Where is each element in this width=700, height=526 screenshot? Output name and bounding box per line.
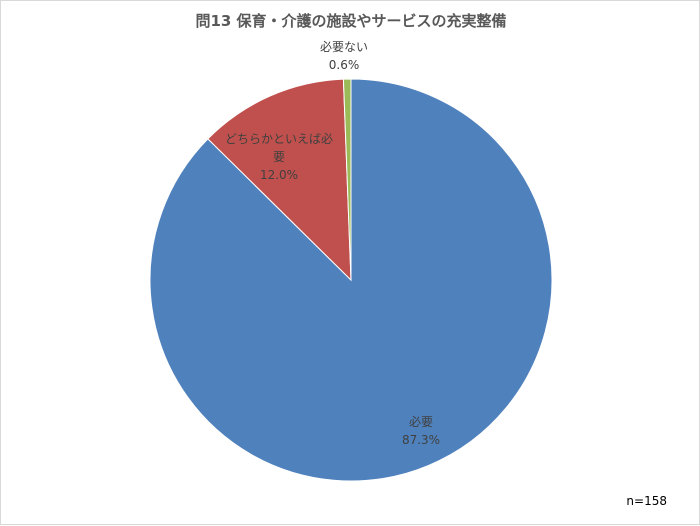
slice-hitsuyounai (342, 78, 352, 281)
slice-dochiraka-category-label: 要 (273, 150, 285, 164)
slice-hitsuyou-value-label: 87.3% (402, 433, 440, 447)
slice-hitsuyounai-category-label: 必要ない (320, 40, 368, 54)
slice-hitsuyou-category-label: 必要 (409, 415, 433, 429)
slice-dochiraka-value-label: 12.0% (260, 168, 298, 182)
sample-size-note: n=158 (626, 494, 667, 508)
chart-title: 問13 保育・介護の施設やサービスの充実整備 (195, 12, 507, 30)
slice-dochiraka (207, 78, 352, 282)
slice-hitsuyounai-value-label: 0.6% (329, 58, 360, 72)
slice-dochiraka-category-label: どちらかといえば必 (225, 132, 333, 146)
